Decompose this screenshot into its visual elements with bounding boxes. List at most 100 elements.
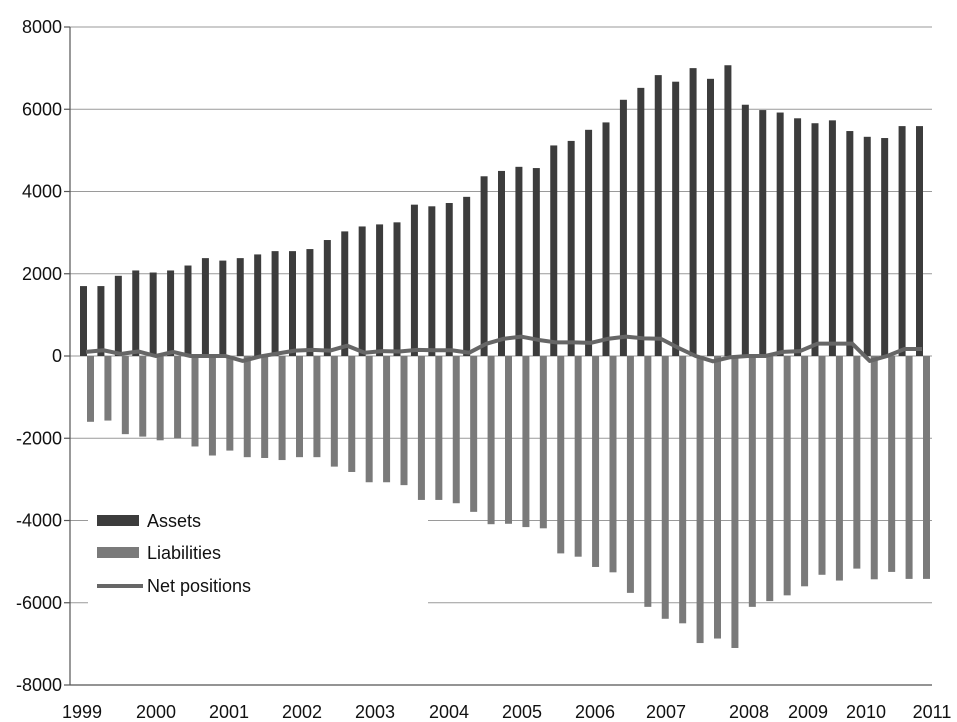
bar-liabilities-2003Q3 (400, 356, 408, 486)
bar-liabilities-2003Q1 (365, 356, 373, 483)
bar-assets-2009Q2 (794, 118, 802, 356)
bar-assets-2006Q1 (567, 140, 575, 356)
y-tick-label-0: 8000 (22, 17, 62, 37)
bar-liabilities-1999Q4 (139, 356, 147, 437)
bar-liabilities-2006Q3 (609, 356, 617, 573)
bar-assets-1999Q3 (114, 275, 122, 356)
legend: Assets Liabilities Net positions (88, 505, 428, 605)
bar-assets-2009Q4 (828, 120, 836, 356)
bar-liabilities-2010Q1 (853, 356, 861, 569)
x-tick-label-2009: 2009 (788, 702, 828, 722)
x-tick-label-1999: 1999 (62, 702, 102, 722)
legend-label-assets: Assets (147, 511, 201, 531)
bar-assets-1999Q4 (132, 270, 140, 356)
bar-liabilities-2006Q2 (592, 356, 600, 567)
bar-assets-2006Q2 (585, 129, 593, 356)
bar-assets-2008Q1 (707, 78, 714, 356)
y-tick-label-5: -2000 (16, 428, 62, 448)
bar-liabilities-2004Q3 (470, 356, 478, 512)
bar-liabilities-2000Q4 (208, 356, 216, 456)
bar-assets-2003Q2 (376, 224, 384, 356)
bar-liabilities-2007Q1 (644, 356, 652, 607)
bar-assets-2005Q3 (532, 168, 540, 356)
x-tick-label-2000: 2000 (136, 702, 176, 722)
x-tick-label-2007: 2007 (646, 702, 686, 722)
legend-swatch-liabilities (97, 547, 139, 558)
bar-liabilities-2008Q1 (714, 356, 721, 639)
bar-liabilities-2010Q2 (870, 356, 878, 580)
bar-assets-2010Q4 (898, 126, 906, 356)
bar-assets-2000Q4 (201, 258, 209, 356)
x-tick-label-2008: 2008 (729, 702, 769, 722)
bar-assets-2004Q4 (480, 176, 488, 356)
bar-liabilities-2008Q4 (766, 356, 774, 602)
bar-liabilities-2001Q3 (261, 356, 269, 458)
legend-background (88, 505, 428, 605)
x-tick-label-2006: 2006 (575, 702, 615, 722)
bar-liabilities-1999Q2 (104, 356, 112, 421)
bar-liabilities-2008Q3 (748, 356, 756, 607)
y-tick-label-4: 0 (52, 346, 62, 366)
x-tick-label-2004: 2004 (429, 702, 469, 722)
bar-assets-2000Q2 (167, 270, 175, 356)
axes (64, 26, 932, 686)
bar-liabilities-2008Q2 (731, 356, 739, 648)
bar-liabilities-2000Q3 (191, 356, 199, 447)
y-tick-label-3: 2000 (22, 264, 62, 284)
bar-assets-2001Q2 (236, 258, 244, 356)
bar-liabilities-2005Q3 (539, 356, 547, 529)
bar-liabilities-2007Q3 (679, 356, 687, 624)
bar-liabilities-2002Q2 (313, 356, 321, 458)
bar-assets-2002Q3 (323, 240, 331, 356)
bar-liabilities-2010Q3 (888, 356, 896, 572)
y-tick-labels: 8000 6000 4000 2000 0 -2000 -4000 -6000 -8000 (16, 17, 62, 695)
bar-liabilities-2000Q1 (156, 356, 164, 441)
bar-assets-2007Q4 (689, 68, 697, 356)
bar-assets-2002Q2 (306, 249, 314, 356)
bar-liabilities-2010Q4 (905, 356, 913, 579)
bar-assets-2001Q3 (254, 254, 262, 356)
bar-assets-2003Q4 (410, 204, 418, 356)
bar-assets-2007Q3 (672, 81, 680, 356)
bar-assets-2007Q2 (654, 75, 662, 357)
y-tick-label-6: -4000 (16, 511, 62, 531)
bar-assets-2002Q4 (341, 231, 349, 356)
bar-assets-2010Q3 (881, 138, 889, 356)
bar-liabilities-2001Q2 (243, 356, 251, 458)
bar-assets-2001Q1 (219, 260, 227, 356)
bar-liabilities-2004Q1 (435, 356, 443, 500)
x-tick-label-2011: 2011 (913, 702, 952, 722)
legend-swatch-assets (97, 515, 139, 526)
bar-liabilities-2000Q2 (174, 356, 182, 439)
net-positions-line (85, 334, 922, 364)
bar-assets-2010Q2 (863, 136, 871, 356)
bar-liabilities-2002Q4 (348, 356, 356, 472)
bar-liabilities-2007Q4 (696, 356, 704, 644)
bar-assets-2005Q2 (515, 166, 523, 356)
y-tick-label-1: 6000 (22, 99, 62, 119)
bar-assets-2011Q1 (916, 126, 923, 356)
bar-liabilities-2002Q1 (296, 356, 303, 458)
bar-assets-2006Q3 (602, 122, 610, 356)
bar-assets-2009Q3 (811, 123, 819, 356)
legend-label-net-positions: Net positions (147, 576, 251, 596)
bar-liabilities-2004Q4 (487, 356, 495, 525)
bar-liabilities-2003Q2 (383, 356, 391, 483)
net-line (85, 334, 922, 364)
bar-liabilities-2009Q1 (783, 356, 791, 596)
bar-liabilities-2006Q1 (574, 356, 582, 557)
bar-assets-2007Q1 (637, 87, 645, 357)
bar-liabilities-2005Q1 (505, 356, 512, 524)
bar-assets-2005Q4 (550, 145, 558, 356)
bar-assets-2000Q3 (184, 265, 192, 356)
bar-assets-2005Q1 (498, 170, 505, 356)
bar-liabilities-2001Q4 (278, 356, 286, 461)
x-tick-label-2010: 2010 (846, 702, 886, 722)
bar-liabilities-2001Q1 (226, 356, 234, 451)
bar-liabilities-2009Q4 (835, 356, 843, 581)
bar-liabilities-2004Q2 (452, 356, 460, 504)
bar-assets-2003Q3 (393, 222, 401, 356)
bar-assets-2002Q1 (289, 251, 296, 356)
bar-liabilities-2007Q2 (661, 356, 669, 619)
